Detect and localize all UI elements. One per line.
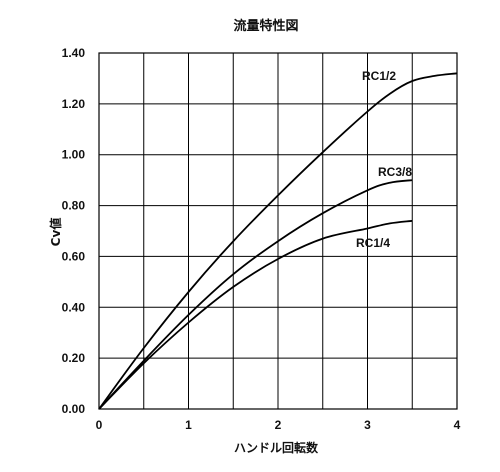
x-tick-label: 1 bbox=[185, 418, 192, 432]
plot-frame bbox=[98, 52, 458, 410]
x-tick-label: 3 bbox=[364, 418, 371, 432]
series-line-rc1-4 bbox=[98, 219, 413, 410]
series-line-rc3-8 bbox=[98, 179, 413, 410]
chart-title: 流量特性図 bbox=[233, 18, 298, 34]
series-line-rc1-2 bbox=[98, 72, 458, 410]
y-axis-label: Cv値 bbox=[48, 218, 63, 247]
series-labels: RC1/2 RC3/8 RC1/4 bbox=[356, 69, 412, 250]
y-tick-label: 0.20 bbox=[62, 351, 86, 365]
y-tick-label: 1.40 bbox=[62, 46, 86, 60]
x-tick-label: 0 bbox=[96, 418, 103, 432]
y-tick-label: 0.80 bbox=[62, 199, 86, 213]
y-tick-label: 0.40 bbox=[62, 300, 86, 314]
x-axis-label: ハンドル回転数 bbox=[234, 440, 319, 455]
x-tick-label: 2 bbox=[275, 418, 282, 432]
y-tick-label: 1.20 bbox=[62, 97, 86, 111]
series-curves bbox=[98, 72, 458, 410]
tick-labels: 0 1 2 3 4 0.00 0.20 0.40 0.60 0.80 1.00 1.20 1.40 bbox=[62, 46, 461, 432]
series-label-rc3-8: RC3/8 bbox=[378, 165, 412, 179]
y-tick-label: 0.60 bbox=[62, 249, 86, 263]
series-label-rc1-2: RC1/2 bbox=[362, 69, 396, 83]
y-tick-label: 0.00 bbox=[62, 402, 86, 416]
y-tick-label: 1.00 bbox=[62, 148, 86, 162]
series-label-rc1-4: RC1/4 bbox=[356, 236, 390, 250]
x-tick-label: 4 bbox=[454, 418, 461, 432]
